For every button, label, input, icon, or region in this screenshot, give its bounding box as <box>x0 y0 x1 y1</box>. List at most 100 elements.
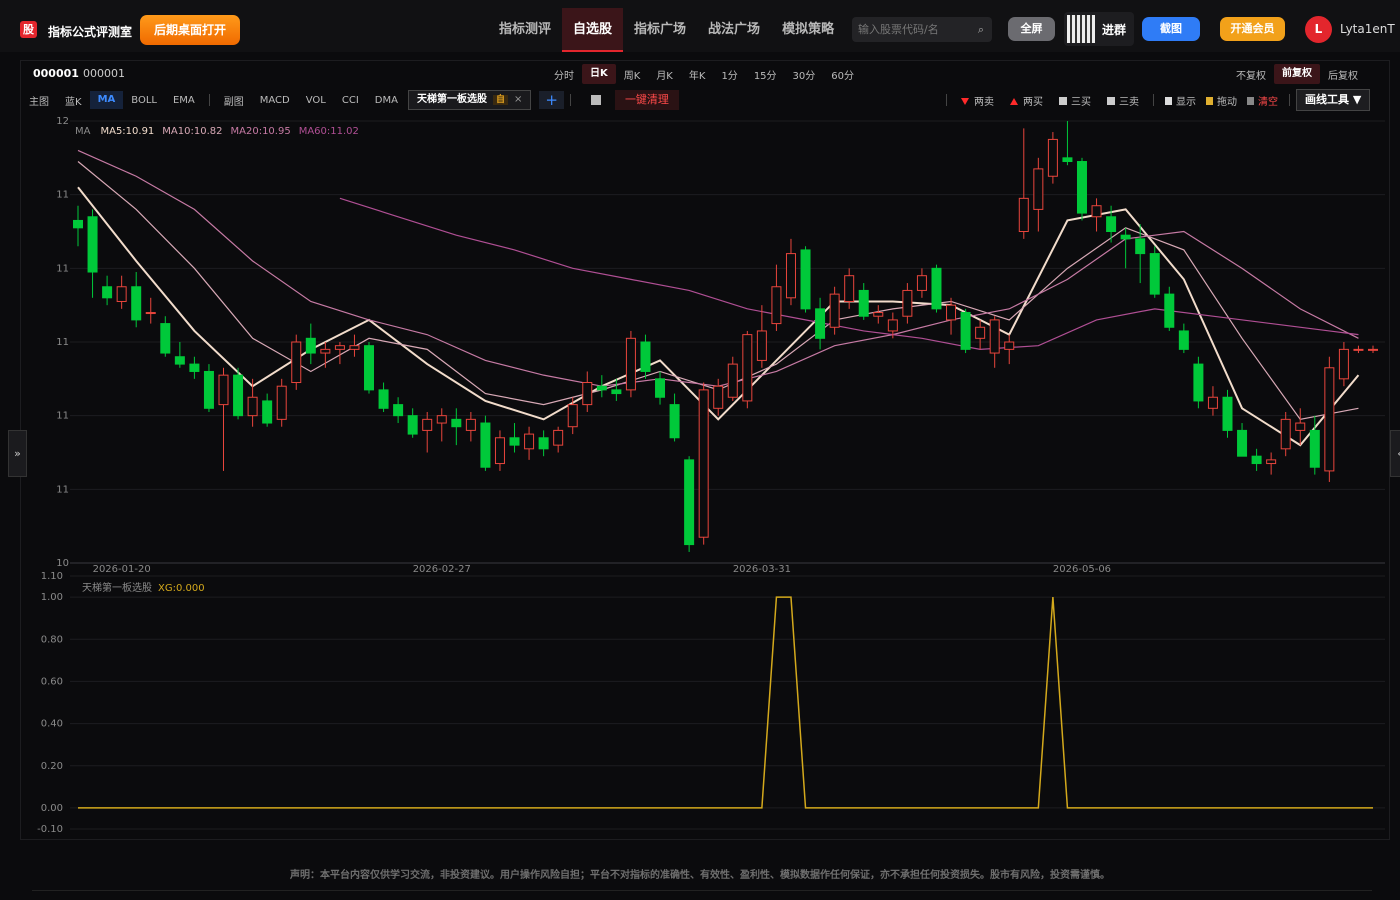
main-indicator[interactable]: MA <box>89 91 124 109</box>
candle-body <box>305 337 316 354</box>
x-tick-label: 2026-01-20 <box>93 564 151 575</box>
app-icon: 股 <box>20 21 37 38</box>
sub-indicator: 副图 <box>223 96 244 108</box>
nav-item[interactable]: 指标测评 <box>499 22 552 37</box>
drag-label: 拖动 <box>1217 96 1237 108</box>
separator <box>1289 94 1290 106</box>
candle-body <box>334 345 345 350</box>
candle-body <box>698 389 709 538</box>
candle-body <box>1324 367 1335 472</box>
candle-body <box>1309 429 1320 468</box>
period-tab[interactable]: 60分 <box>831 70 855 82</box>
candle-body <box>509 437 520 446</box>
x-tick-label: 2026-05-06 <box>1053 564 1111 575</box>
add-indicator[interactable]: + <box>539 91 564 109</box>
adjust-tab[interactable]: 不复权 <box>1236 70 1266 82</box>
nav: 指标测评 自选股 指标广场 战法广场 模拟策略 <box>488 8 845 52</box>
candle-body <box>684 459 695 546</box>
main-indicator[interactable]: 蓝K <box>65 96 82 108</box>
period-tab[interactable]: 年K <box>688 70 706 82</box>
candle-body <box>494 437 505 465</box>
clear-all[interactable]: 一键清理 <box>614 90 679 110</box>
adjust-tab[interactable]: 后复权 <box>1328 70 1358 82</box>
x-tick-label: 2026-03-31 <box>733 564 791 575</box>
indicator-close[interactable]: × <box>513 94 523 105</box>
candle-body <box>320 348 331 354</box>
candle-body <box>858 289 869 317</box>
header: 股 指标公式评测室 后期桌面打开 指标测评 自选股 指标广场 战法广场 模拟策略 输入股… <box>0 0 1400 52</box>
sub-indicator[interactable]: CCI <box>341 94 359 106</box>
candle-body <box>422 418 433 431</box>
period-tab[interactable]: 日K <box>582 64 616 84</box>
candle-body <box>1091 205 1102 218</box>
signal-label: 三卖 <box>1119 96 1139 108</box>
nav-item[interactable]: 模拟策略 <box>782 22 835 37</box>
left-toggle[interactable]: » <box>8 430 27 477</box>
vip-button[interactable]: 开通会员 <box>1220 17 1285 41</box>
signal-button[interactable]: 三卖 <box>1099 93 1147 108</box>
indicator-tag[interactable]: 天梯第一板选股自 × <box>407 90 532 110</box>
period-tab[interactable]: 15分 <box>753 70 777 82</box>
main-indicator[interactable]: EMA <box>172 94 195 106</box>
search-icon[interactable]: ⌕ <box>977 23 984 36</box>
period-tab[interactable]: 分时 <box>554 70 574 82</box>
period-tab[interactable]: 30分 <box>792 70 816 82</box>
search-box[interactable]: 输入股票代码/名 ⌕ <box>852 17 992 42</box>
sub-indicator[interactable]: MACD <box>259 94 290 106</box>
candle-body <box>1033 168 1044 210</box>
signal-button[interactable]: 两卖 <box>953 93 1002 108</box>
candle-body <box>538 437 549 450</box>
y-tick-label: 11 <box>56 484 69 495</box>
candle-body <box>669 404 680 439</box>
legend-entry: MA60:11.02 <box>299 126 359 137</box>
candle-body <box>916 275 927 291</box>
candle-body <box>1062 157 1073 163</box>
screenshot-button[interactable]: 截图 <box>1142 17 1200 41</box>
right-toggle[interactable]: ‹ <box>1390 430 1400 477</box>
clear-icon <box>1247 96 1254 105</box>
candle-body <box>102 286 113 299</box>
legend-entry: MA5:10.91 <box>100 126 154 137</box>
nav-item[interactable]: 战法广场 <box>708 22 761 37</box>
adjust-tab[interactable]: 前复权 <box>1274 64 1320 84</box>
join-group[interactable]: 进群 <box>1064 12 1134 46</box>
clear-button[interactable]: 清空 <box>1242 93 1283 108</box>
drag-button[interactable]: 拖动 <box>1201 93 1242 108</box>
candle-body <box>436 415 447 424</box>
save-icon[interactable] <box>590 95 601 105</box>
legend-entry: MA10:10.82 <box>162 126 222 137</box>
show-button[interactable]: 显示 <box>1160 93 1201 108</box>
candle-body <box>902 289 913 317</box>
candle-body <box>203 370 214 409</box>
candle-body <box>553 429 564 446</box>
main-indicator[interactable]: BOLL <box>131 94 157 106</box>
nav-item[interactable]: 指标广场 <box>634 22 687 37</box>
candle-body <box>1135 238 1146 255</box>
desktop-button[interactable]: 后期桌面打开 <box>140 15 240 45</box>
x-tick-label: 2026-02-27 <box>413 564 471 575</box>
draw-tools[interactable]: 画线工具 ▼ <box>1296 89 1371 111</box>
fullscreen-button[interactable]: 全屏 <box>1008 17 1055 41</box>
period-tab[interactable]: 周K <box>623 70 641 82</box>
candle-body <box>465 418 476 431</box>
candle-body <box>844 275 855 302</box>
indicator-badge: 自 <box>492 95 508 105</box>
period-tab[interactable]: 1分 <box>721 70 738 82</box>
candle-body <box>364 345 375 391</box>
period-tab[interactable]: 月K <box>656 70 673 82</box>
y-tick-label: 0.60 <box>41 676 63 687</box>
candle-body <box>291 341 302 384</box>
sub-indicator[interactable]: VOL <box>305 94 326 106</box>
nav-item[interactable]: 自选股 <box>562 8 624 52</box>
signal-icon <box>1107 96 1115 105</box>
signal-button[interactable]: 三买 <box>1051 93 1099 108</box>
sub-indicator[interactable]: DMA <box>374 94 398 106</box>
avatar[interactable]: L <box>1305 16 1332 43</box>
signal-toolbar: 两卖 两买 三买 三卖 显示 拖动 清空 画线工具 ▼ <box>940 89 1371 111</box>
adjust-tabs: 不复权 前复权 后复权 <box>1228 64 1366 84</box>
candle-body <box>742 334 753 402</box>
signal-button[interactable]: 两买 <box>1002 93 1051 108</box>
subchart-title: 天梯第一板选股 <box>82 581 152 594</box>
candle-body <box>524 433 535 450</box>
